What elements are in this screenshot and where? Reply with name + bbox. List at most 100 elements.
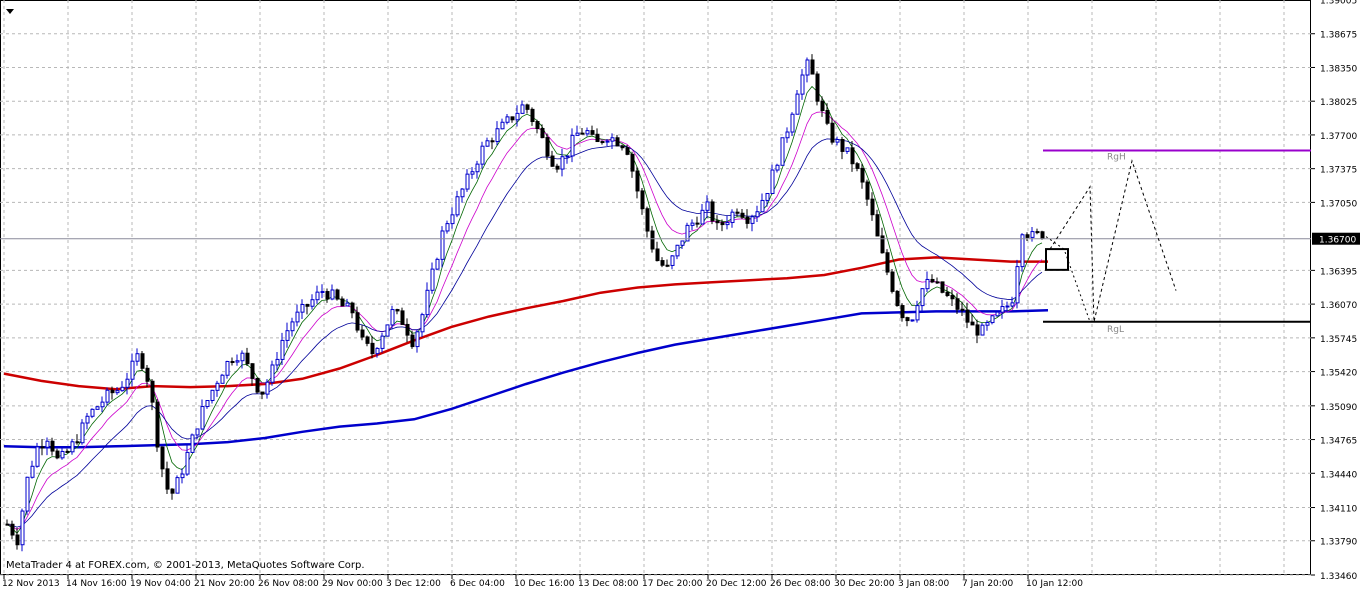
candle-body: [990, 315, 995, 324]
candle-body: [600, 141, 605, 144]
candle-body: [350, 302, 355, 314]
candle-body: [915, 305, 920, 321]
candle-body: [170, 488, 175, 494]
candle-body: [805, 59, 810, 76]
candle-body: [385, 324, 390, 337]
candle-body: [270, 364, 275, 383]
candle-body: [220, 374, 225, 384]
x-tick-label: 20 Dec 12:00: [706, 579, 767, 589]
y-tick-label: 1.34110: [1320, 505, 1357, 515]
candle-body: [590, 130, 595, 135]
candle-body: [250, 363, 255, 379]
candle-body: [280, 339, 285, 360]
candle-body: [620, 145, 625, 149]
candle-body: [100, 401, 105, 408]
candle-body: [25, 476, 30, 512]
candle-body: [655, 248, 660, 262]
candle-body: [705, 201, 710, 211]
candle-body: [880, 235, 885, 254]
candle-body: [565, 155, 570, 158]
candle-body: [1005, 305, 1010, 308]
candle-body: [750, 216, 755, 224]
candle-body: [535, 121, 540, 129]
candle-body: [135, 353, 140, 362]
candle-body: [775, 164, 780, 171]
candle-body: [615, 137, 620, 147]
candle-body: [115, 390, 120, 394]
candle-body: [370, 342, 375, 355]
x-tick-label: 7 Jan 20:00: [962, 579, 1014, 589]
candle-body: [150, 380, 155, 403]
candle-body: [905, 317, 910, 322]
candle-body: [225, 360, 230, 376]
candle-body: [810, 59, 815, 75]
y-tick-label: 1.34765: [1320, 437, 1357, 447]
x-tick-label: 3 Dec 12:00: [386, 579, 441, 589]
candle-body: [145, 367, 150, 382]
candle-body: [1025, 234, 1030, 238]
candle-body: [50, 440, 55, 452]
candle-body: [740, 212, 745, 218]
candle-body: [1010, 302, 1015, 307]
x-tick-label: 14 Nov 16:00: [66, 579, 127, 589]
candle-body: [210, 389, 215, 401]
candle-body: [720, 222, 725, 226]
candle-body: [965, 309, 970, 323]
candle-body: [545, 137, 550, 157]
candle-body: [285, 330, 290, 341]
candle-body: [820, 100, 825, 111]
candle-body: [315, 291, 320, 301]
indicator-lines: [3, 85, 1049, 535]
candle-body: [55, 450, 60, 459]
candle-body: [1030, 231, 1035, 238]
candle-body: [305, 304, 310, 307]
candle-body: [20, 510, 25, 546]
candle-body: [935, 281, 940, 284]
candle-body: [290, 321, 295, 332]
candle-body: [340, 298, 345, 307]
grid: [0, 0, 1311, 576]
candle-body: [975, 324, 980, 336]
candle-body: [925, 278, 930, 290]
candle-body: [400, 310, 405, 325]
selection-box[interactable]: [1045, 248, 1069, 271]
candle-body: [335, 289, 340, 300]
candle-body: [95, 406, 100, 410]
candle-body: [255, 377, 260, 393]
candle-body: [295, 311, 300, 323]
candle-body: [300, 304, 305, 313]
candle-body: [260, 391, 265, 395]
chart-menu-icon[interactable]: [6, 9, 14, 14]
candle-body: [525, 104, 530, 110]
candle-body: [85, 415, 90, 424]
y-tick-label: 1.38675: [1320, 31, 1357, 41]
candle-body: [685, 224, 690, 242]
candle-body: [735, 211, 740, 214]
candle-body: [450, 214, 455, 225]
candle-body: [5, 523, 10, 526]
candle-body: [120, 386, 125, 392]
candle-body: [580, 132, 585, 135]
x-tick-label: 6 Dec 04:00: [450, 579, 505, 589]
candle-body: [110, 389, 115, 394]
candle-body: [985, 322, 990, 326]
candle-body: [90, 408, 95, 417]
candle-body: [165, 468, 170, 490]
candle-body: [550, 155, 555, 167]
candle-body: [490, 140, 495, 143]
candle-body: [360, 329, 365, 338]
candle-body: [75, 441, 80, 444]
candle-body: [970, 321, 975, 326]
candle-body: [140, 353, 145, 369]
x-tick-label: 13 Dec 08:00: [578, 579, 639, 589]
candle-body: [930, 278, 935, 283]
candle-body: [800, 74, 805, 95]
candle-body: [865, 181, 870, 200]
candle-body: [265, 381, 270, 395]
candle-body: [850, 147, 855, 165]
candle-body: [645, 208, 650, 232]
candle-body: [330, 289, 335, 300]
y-tick-label: 1.39005: [1320, 0, 1357, 6]
